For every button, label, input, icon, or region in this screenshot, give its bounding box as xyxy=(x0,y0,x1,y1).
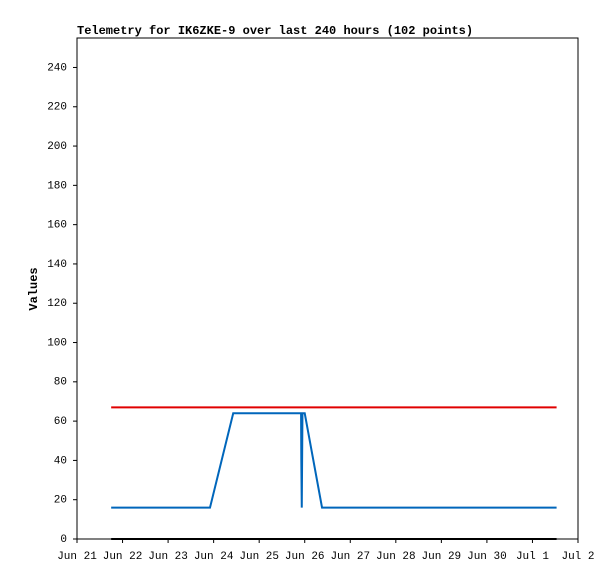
x-tick-label: Jul 2 xyxy=(561,551,594,563)
y-tick-label: 180 xyxy=(47,180,67,192)
series-line xyxy=(111,412,557,509)
y-tick-label: 100 xyxy=(47,337,67,349)
y-tick-label: 240 xyxy=(47,62,67,74)
x-tick-label: Jul 1 xyxy=(516,551,549,563)
y-tick-label: 0 xyxy=(60,534,67,546)
x-tick-label: Jun 25 xyxy=(239,551,279,563)
y-tick-label: 200 xyxy=(47,141,67,153)
y-tick-label: 40 xyxy=(54,455,67,467)
y-tick-label: 220 xyxy=(47,102,67,114)
y-tick-label: 80 xyxy=(54,377,67,389)
y-tick-label: 120 xyxy=(47,298,67,310)
y-tick-label: 60 xyxy=(54,416,67,428)
x-tick-label: Jun 22 xyxy=(103,551,143,563)
y-tick-label: 140 xyxy=(47,259,67,271)
x-tick-label: Jun 23 xyxy=(148,551,188,563)
x-tick-label: Jun 29 xyxy=(422,551,462,563)
y-axis-label: Values xyxy=(27,267,41,310)
x-tick-label: Jun 28 xyxy=(376,551,416,563)
x-tick-label: Jun 21 xyxy=(57,551,97,563)
x-tick-label: Jun 26 xyxy=(285,551,325,563)
y-tick-label: 20 xyxy=(54,495,67,507)
y-tick-label: 160 xyxy=(47,220,67,232)
x-tick-label: Jun 24 xyxy=(194,551,234,563)
plot-frame xyxy=(76,37,579,540)
chart-title: Telemetry for IK6ZKE-9 over last 240 hou… xyxy=(77,24,473,38)
x-tick-label: Jun 27 xyxy=(330,551,370,563)
x-tick-label: Jun 30 xyxy=(467,551,507,563)
